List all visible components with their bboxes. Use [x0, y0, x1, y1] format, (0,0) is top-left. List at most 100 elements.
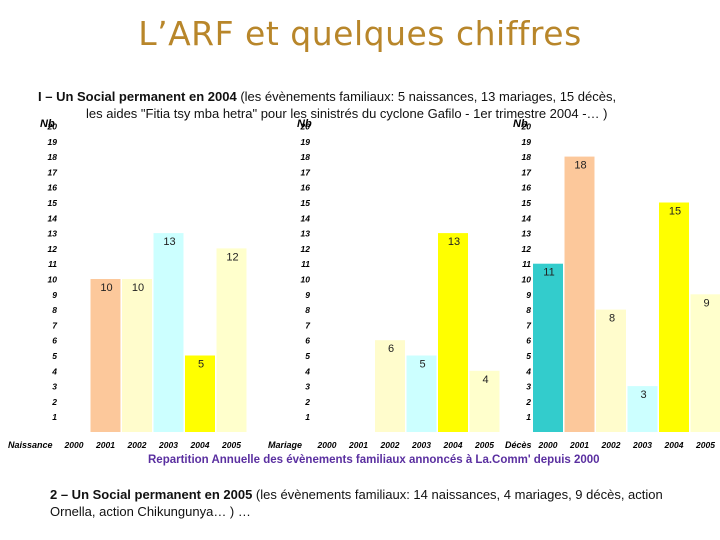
y-tick-label: 13	[301, 229, 311, 239]
x-tick-label: 2001	[569, 440, 589, 450]
page-title: L’ARF et quelques chiffres	[138, 14, 582, 53]
x-tick-label: 2002	[127, 440, 147, 450]
bar	[596, 309, 626, 432]
bar	[690, 294, 720, 432]
y-tick-label: 16	[48, 183, 58, 193]
bar-value-label: 13	[163, 236, 175, 248]
y-tick-label: 11	[48, 259, 57, 269]
chart-caption: Repartition Annuelle des évènements fami…	[148, 454, 600, 466]
y-tick-label: 2	[51, 397, 57, 407]
bar-value-label: 13	[448, 236, 460, 248]
y-tick-label: 4	[304, 366, 310, 376]
y-tick-label: 5	[526, 351, 531, 361]
bar-value-label: 10	[132, 282, 144, 294]
y-tick-label: 11	[301, 259, 310, 269]
y-tick-label: 14	[48, 213, 58, 223]
section-2004-detail: (les évènements familiaux: 5 naissances,…	[236, 89, 617, 104]
y-tick-label: 17	[48, 167, 59, 177]
y-tick-label: 16	[301, 183, 311, 193]
x-axis-label: Mariage	[268, 440, 302, 450]
y-tick-label: 15	[522, 198, 532, 208]
y-tick-label: 4	[525, 366, 531, 376]
y-axis-label: Nb	[513, 118, 528, 130]
bar-value-label: 11	[543, 267, 554, 279]
y-tick-label: 18	[301, 152, 311, 162]
y-tick-label: 7	[52, 320, 58, 330]
x-tick-label: 2004	[190, 440, 210, 450]
y-tick-label: 14	[522, 213, 532, 223]
y-tick-label: 12	[301, 244, 311, 254]
y-tick-label: 7	[526, 320, 532, 330]
x-tick-label: 2004	[664, 440, 684, 450]
bar-value-label: 3	[640, 389, 646, 401]
y-tick-label: 20	[300, 122, 311, 132]
y-tick-label: 5	[305, 351, 310, 361]
bar	[564, 156, 595, 432]
y-tick-label: 8	[305, 305, 310, 315]
x-tick-label: 2003	[411, 440, 431, 450]
x-tick-label: 2005	[221, 440, 241, 450]
y-tick-label: 13	[48, 229, 58, 239]
y-tick-label: 17	[522, 167, 533, 177]
y-tick-label: 9	[305, 290, 310, 300]
section-2004-text: I – Un Social permanent en 2004 (les évè…	[38, 88, 688, 122]
bar	[185, 355, 215, 432]
y-tick-label: 6	[305, 336, 310, 346]
bar-value-label: 5	[419, 359, 425, 371]
y-tick-label: 10	[301, 275, 311, 285]
y-tick-label: 10	[522, 275, 532, 285]
y-tick-label: 9	[526, 290, 531, 300]
x-tick-label: 2000	[538, 440, 558, 450]
y-tick-label: 20	[47, 122, 58, 132]
y-tick-label: 12	[48, 244, 58, 254]
y-tick-label: 1	[305, 412, 310, 422]
bar	[375, 340, 405, 432]
section-2005-detail: (les évènements familiaux: 14 naissances…	[50, 487, 663, 519]
bar	[122, 279, 152, 432]
y-tick-label: 3	[526, 382, 531, 392]
y-tick-label: 5	[52, 351, 57, 361]
y-tick-label: 10	[48, 275, 58, 285]
y-tick-label: 8	[526, 305, 531, 315]
bar-value-label: 10	[100, 282, 112, 294]
y-tick-label: 1	[52, 412, 57, 422]
bar	[406, 355, 437, 432]
x-axis-label: Décès	[505, 440, 532, 450]
y-tick-label: 13	[522, 229, 532, 239]
bar	[659, 202, 689, 432]
bar	[216, 248, 247, 432]
x-tick-label: 2001	[348, 440, 368, 450]
x-tick-label: 2002	[380, 440, 400, 450]
y-tick-label: 14	[301, 213, 311, 223]
y-tick-label: 15	[48, 198, 58, 208]
y-axis-label: Nb	[40, 118, 55, 130]
section-2005-text: 2 – Un Social permanent en 2005 (les évè…	[50, 486, 700, 520]
section-2004-heading: I – Un Social permanent en 2004	[38, 89, 237, 104]
y-tick-label: 2	[525, 397, 531, 407]
y-tick-label: 1	[526, 412, 531, 422]
y-tick-label: 15	[301, 198, 311, 208]
x-tick-label: 2003	[158, 440, 178, 450]
y-tick-label: 3	[52, 382, 57, 392]
y-tick-label: 9	[52, 290, 57, 300]
y-tick-label: 11	[522, 259, 531, 269]
x-tick-label: 2000	[317, 440, 337, 450]
x-tick-label: 2005	[474, 440, 494, 450]
bar	[438, 233, 468, 432]
y-tick-label: 19	[48, 137, 58, 147]
bar-value-label: 8	[609, 313, 615, 325]
y-tick-label: 19	[301, 137, 311, 147]
bar-value-label: 12	[226, 251, 238, 263]
charts-area: Nb1234567891011121314151617181920Naissan…	[8, 118, 720, 450]
y-tick-label: 18	[48, 152, 58, 162]
bar	[469, 370, 500, 432]
y-axis-label: Nb	[297, 118, 312, 130]
x-tick-label: 2000	[64, 440, 84, 450]
bar-value-label: 18	[574, 160, 586, 172]
y-tick-label: 8	[52, 305, 57, 315]
y-tick-label: 7	[305, 320, 311, 330]
y-tick-label: 3	[305, 382, 310, 392]
bar	[90, 279, 121, 432]
y-tick-label: 4	[51, 366, 57, 376]
x-tick-label: 2002	[601, 440, 621, 450]
